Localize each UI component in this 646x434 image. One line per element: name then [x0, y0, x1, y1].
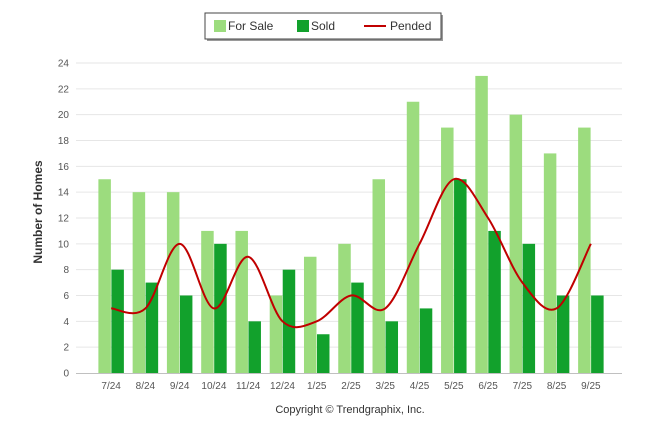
copyright-footer: Copyright © Trendgraphix, Inc. — [275, 404, 424, 416]
y-tick-label: 12 — [58, 214, 70, 225]
bar-for-sale — [406, 101, 420, 373]
x-tick-label: 11/24 — [236, 381, 261, 392]
x-tick-label: 7/25 — [513, 381, 533, 392]
y-tick-label: 10 — [58, 239, 70, 250]
bar-for-sale — [578, 127, 591, 373]
bar-sold — [282, 269, 296, 373]
bar-sold — [248, 321, 261, 373]
bar-sold — [351, 282, 364, 373]
legend-label-sold: Sold — [311, 19, 335, 33]
bar-for-sale — [372, 179, 386, 373]
y-tick-label: 6 — [63, 291, 69, 302]
bar-sold — [591, 295, 604, 373]
bar-for-sale — [543, 153, 557, 373]
y-tick-label: 16 — [58, 162, 70, 173]
bar-for-sale — [441, 127, 454, 373]
y-tick-label: 14 — [58, 188, 70, 199]
bar-sold — [214, 243, 227, 373]
legend-box — [204, 12, 442, 40]
y-tick-label: 22 — [58, 84, 70, 95]
bar-for-sale — [509, 114, 523, 374]
bar-sold — [522, 243, 536, 373]
y-tick-label: 24 — [58, 59, 70, 70]
bar-sold — [179, 295, 193, 373]
x-tick-label: 3/25 — [376, 381, 396, 392]
x-tick-label: 7/24 — [101, 381, 121, 392]
x-tick-label: 6/25 — [478, 381, 498, 392]
bar-for-sale — [303, 256, 317, 373]
legend: For Sale Sold Pended — [204, 12, 443, 41]
x-tick-label: 9/24 — [170, 381, 190, 392]
bar-sold — [488, 230, 501, 373]
y-tick-label: 0 — [63, 369, 69, 380]
line-pended — [110, 177, 592, 329]
y-tick-label: 20 — [58, 110, 70, 121]
legend-label-pended: Pended — [390, 19, 431, 33]
bar-for-sale — [235, 230, 248, 373]
legend-marker-for-sale — [214, 20, 226, 32]
x-tick-label: 1/25 — [307, 381, 327, 392]
x-tick-label: 2/25 — [341, 381, 361, 392]
bar-sold — [556, 295, 570, 373]
bar-series — [98, 75, 604, 374]
bar-for-sale — [475, 75, 488, 374]
bar-sold — [111, 269, 124, 373]
bar-sold — [385, 321, 399, 373]
legend-label-for-sale: For Sale — [228, 19, 274, 33]
bar-for-sale — [269, 295, 283, 373]
y-tick-label: 18 — [58, 136, 70, 147]
x-tick-label: 8/25 — [547, 381, 567, 392]
x-tick-label: 9/25 — [581, 381, 601, 392]
legend-items: For Sale Sold Pended — [214, 19, 431, 33]
x-tick-label: 8/24 — [136, 381, 156, 392]
y-axis-title: Number of Homes — [31, 160, 45, 264]
x-tick-label: 5/25 — [444, 381, 464, 392]
x-tick-label: 4/25 — [410, 381, 430, 392]
bar-for-sale — [166, 192, 180, 373]
bar-for-sale — [98, 179, 111, 373]
legend-marker-sold — [297, 20, 309, 32]
bar-sold — [419, 308, 433, 373]
bar-for-sale — [338, 243, 351, 373]
bar-sold — [316, 334, 330, 373]
y-tick-label: 2 — [63, 343, 69, 354]
bar-sold — [454, 179, 467, 373]
x-tick-label: 10/24 — [201, 381, 226, 392]
line-series — [110, 177, 592, 329]
bar-for-sale — [132, 192, 146, 373]
x-axis-ticks: 7/24 8/24 9/24 10/24 11/24 12/24 1/25 2/25 3/25 4… — [101, 381, 601, 392]
y-tick-label: 8 — [63, 265, 69, 276]
x-tick-label: 12/24 — [270, 381, 295, 392]
y-tick-label: 4 — [63, 317, 69, 328]
